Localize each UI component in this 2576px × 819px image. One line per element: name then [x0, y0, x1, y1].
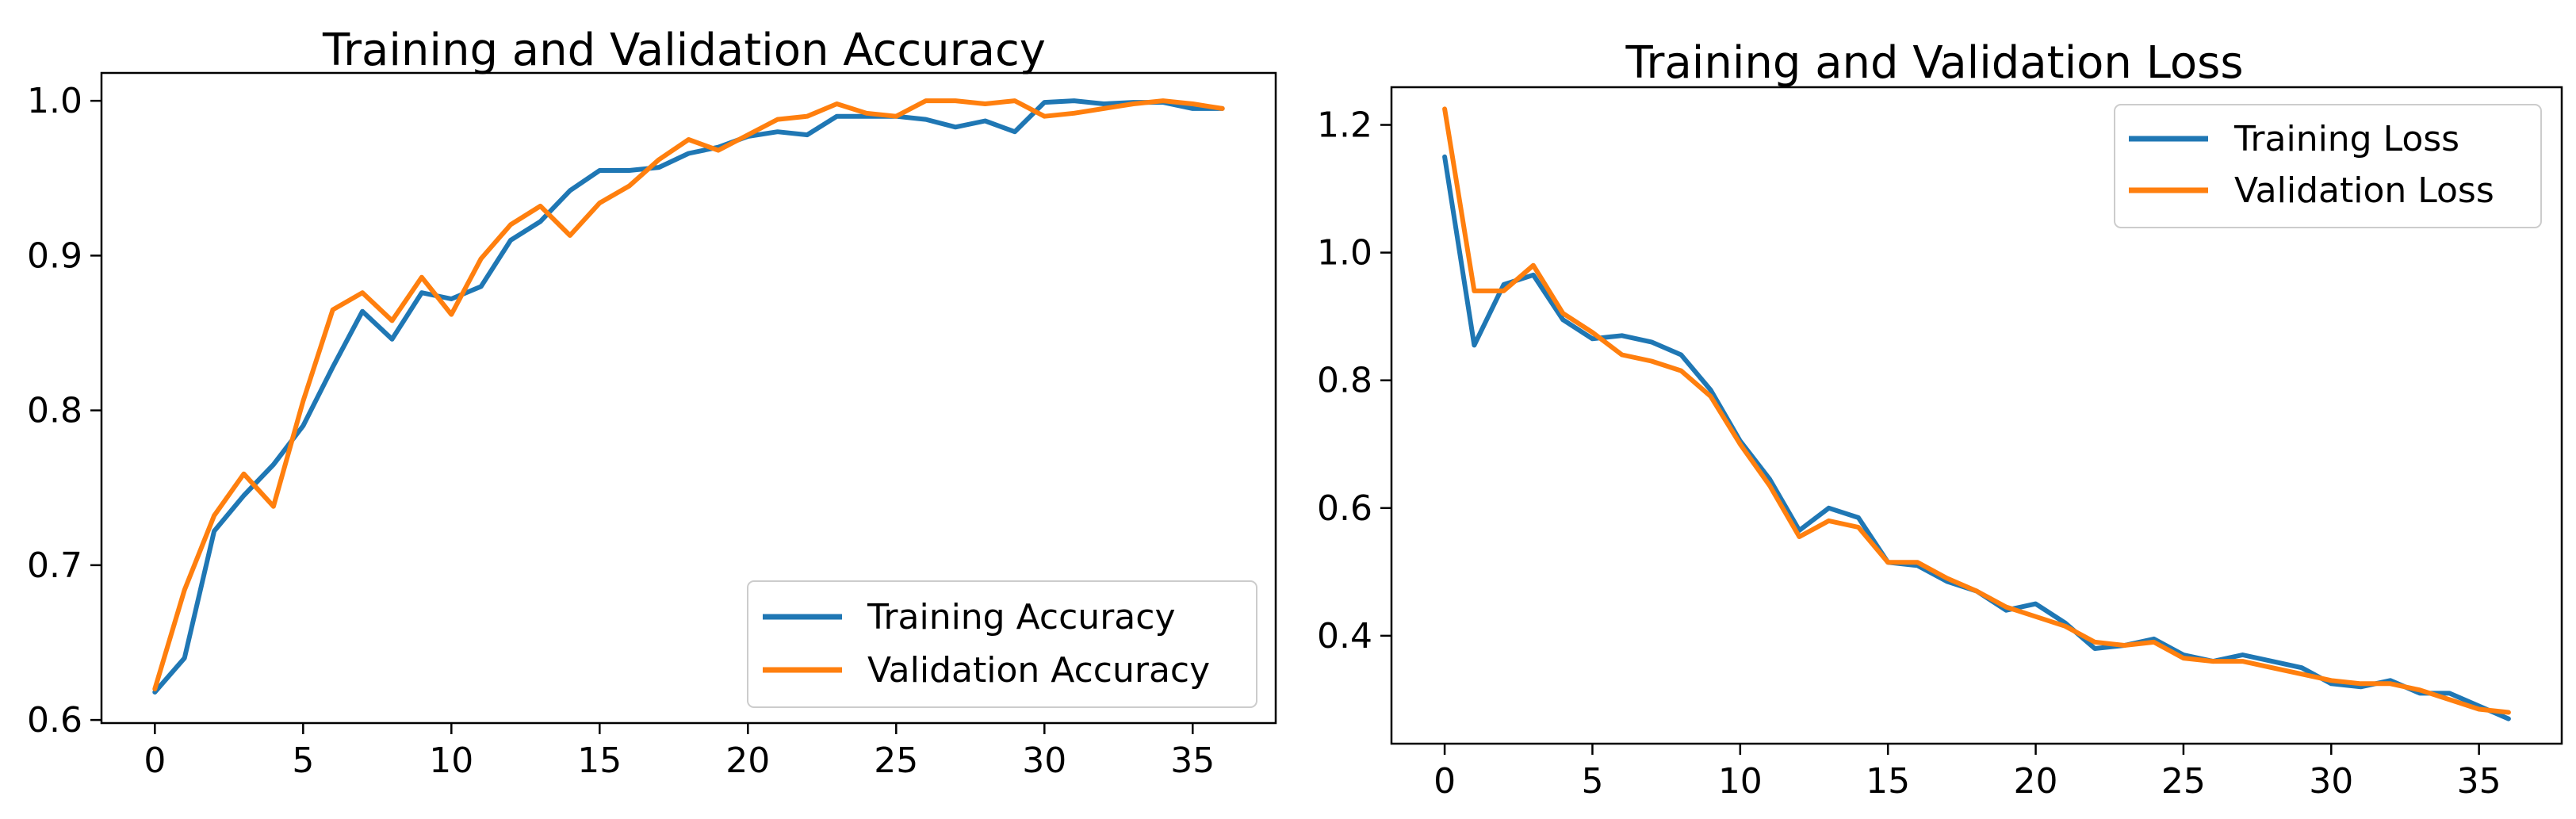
loss-legend: Training Loss Validation Loss — [2114, 104, 2542, 228]
accuracy-x-tick-label: 30 — [1022, 741, 1066, 781]
loss-x-tick-label: 35 — [2457, 761, 2501, 802]
accuracy-y-tick-label: 1.0 — [27, 81, 82, 121]
accuracy-x-tick-label: 35 — [1170, 741, 1215, 781]
loss-axis-ticks: 0 5 10 15 20 25 30 35 0.4 0.6 0.8 1.0 1.2 — [1317, 105, 2501, 802]
loss-plot-frame — [1390, 86, 2563, 745]
loss-y-tick-label: 0.6 — [1317, 488, 1372, 529]
series-line-training-loss — [1442, 154, 2511, 721]
loss-x-tick-label: 10 — [1718, 761, 1763, 802]
loss-x-tick-label: 0 — [1433, 761, 1456, 802]
loss-x-tick-label: 25 — [2161, 761, 2206, 802]
loss-y-tick-label: 1.0 — [1317, 233, 1372, 274]
accuracy-plot-frame — [100, 71, 1277, 725]
accuracy-legend-box — [747, 580, 1257, 708]
series-line-training-accuracy — [152, 98, 1225, 695]
accuracy-x-tick-label: 25 — [874, 741, 918, 781]
legend-label-validation-loss: Validation Loss — [2234, 170, 2494, 211]
accuracy-legend: Training Accuracy Validation Accuracy — [747, 580, 1257, 708]
loss-chart-title: Training and Validation Loss — [1625, 37, 2243, 89]
loss-legend-box — [2114, 104, 2542, 228]
loss-y-tick-label: 0.4 — [1317, 616, 1372, 656]
loss-x-tick-label: 15 — [1866, 761, 1910, 802]
accuracy-chart: Training and Validation Accuracy 0 5 10 15 2… — [27, 25, 1277, 781]
loss-chart: Training and Validation Loss 0 5 10 15 20 25 3… — [1317, 37, 2563, 802]
accuracy-y-tick-label: 0.7 — [27, 545, 82, 586]
legend-label-validation-accuracy: Validation Accuracy — [867, 650, 1210, 691]
accuracy-x-tick-label: 10 — [429, 741, 473, 781]
accuracy-axis-ticks: 0 5 10 15 20 25 30 35 0.6 0.7 0.8 0.9 1.0 — [27, 81, 1215, 781]
accuracy-y-tick-label: 0.8 — [27, 391, 82, 431]
loss-y-tick-label: 1.2 — [1317, 105, 1372, 146]
legend-label-training-accuracy: Training Accuracy — [867, 597, 1175, 637]
series-line-validation-accuracy — [152, 98, 1225, 691]
legend-label-training-loss: Training Loss — [2233, 119, 2459, 159]
loss-x-tick-label: 30 — [2309, 761, 2353, 802]
accuracy-chart-title: Training and Validation Accuracy — [322, 25, 1046, 76]
accuracy-x-tick-label: 15 — [577, 741, 622, 781]
loss-series-layer — [1442, 106, 2511, 721]
loss-y-tick-label: 0.8 — [1317, 361, 1372, 401]
accuracy-x-tick-label: 5 — [292, 741, 314, 781]
accuracy-x-tick-label: 0 — [144, 741, 166, 781]
accuracy-y-tick-label: 0.6 — [27, 700, 82, 741]
loss-x-tick-label: 5 — [1581, 761, 1603, 802]
accuracy-y-tick-label: 0.9 — [27, 235, 82, 276]
loss-x-tick-label: 20 — [2014, 761, 2058, 802]
series-line-validation-loss — [1442, 106, 2511, 715]
accuracy-series-layer — [152, 98, 1225, 695]
accuracy-x-tick-label: 20 — [725, 741, 770, 781]
